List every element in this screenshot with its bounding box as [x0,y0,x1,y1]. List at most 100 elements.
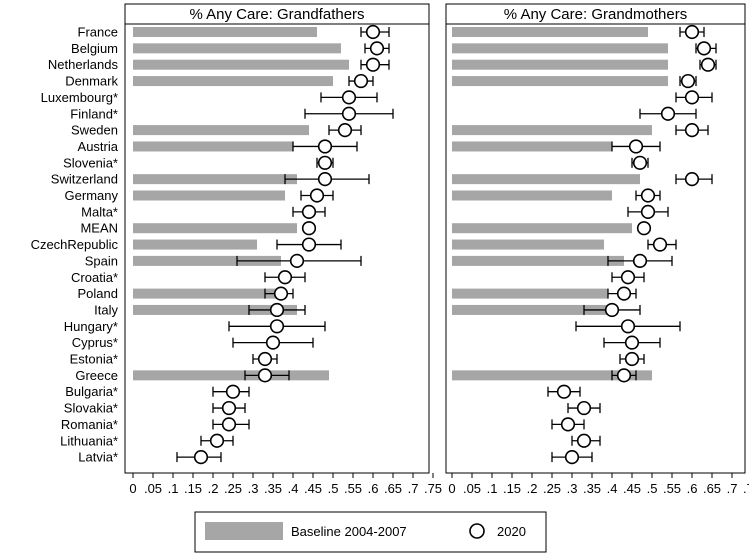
country-label: Switzerland [51,172,118,187]
country-label: Greece [75,368,118,383]
point-2020 [341,106,357,121]
baseline-bar [452,174,640,185]
point-2020 [624,335,640,350]
legend-marker-2020 [469,523,485,539]
baseline-bar [133,174,297,185]
x-tick-label: .05 [463,481,481,496]
x-tick-label: .5 [647,481,658,496]
point-2020 [616,368,632,383]
x-tick-label: .2 [208,481,219,496]
legend-label-2020: 2020 [497,524,526,539]
x-tick-label: .75 [743,481,749,496]
baseline-bar [133,43,341,54]
x-tick-label: .15 [503,481,521,496]
point-2020 [221,400,237,416]
point-2020 [684,123,700,138]
point-2020 [341,90,357,105]
baseline-bar [133,59,349,70]
baseline-bar [452,125,652,136]
country-label: Denmark [65,74,118,89]
x-tick-label: .4 [288,481,299,496]
baseline-bar [452,239,604,250]
point-2020 [273,286,289,301]
point-2020 [257,351,273,367]
country-label: Italy [94,302,118,317]
x-tick-label: .45 [623,481,641,496]
point-2020 [624,351,640,367]
point-2020 [317,155,333,170]
baseline-bar [133,255,281,266]
point-2020 [632,253,648,268]
point-2020 [632,155,648,170]
baseline-bar [452,370,652,381]
x-tick-label: .35 [264,481,282,496]
country-label: Austria [78,139,119,154]
x-tick-label: .7 [727,481,738,496]
legend-label-baseline: Baseline 2004-2007 [291,524,407,539]
point-2020 [257,368,273,383]
baseline-bar [133,370,329,381]
point-2020 [564,450,580,465]
country-label: Germany [65,188,119,203]
country-label: Bulgaria* [65,384,118,399]
point-2020 [209,433,225,448]
country-label: Slovenia* [63,155,118,170]
point-2020 [365,57,381,72]
baseline-bar [452,43,668,54]
x-tick-label: .55 [344,481,362,496]
x-tick-label: .1 [487,481,498,496]
baseline-bar [452,141,612,152]
x-tick-label: .5 [328,481,339,496]
point-2020 [265,335,281,350]
baseline-bar [133,239,257,250]
point-2020 [193,450,209,465]
x-tick-label: .1 [168,481,179,496]
point-2020 [576,433,592,448]
point-2020 [556,384,572,399]
baseline-bar [452,27,648,37]
x-tick-label: .65 [384,481,402,496]
point-2020 [560,417,576,432]
x-tick-label: .45 [304,481,322,496]
country-label: Belgium [71,41,118,56]
x-tick-label: .2 [527,481,538,496]
x-tick-label: .35 [583,481,601,496]
x-tick-label: 0 [129,481,136,496]
point-2020 [301,237,317,252]
country-label: Latvia* [78,450,118,465]
x-tick-label: .75 [424,481,442,496]
x-tick-label: .25 [224,481,242,496]
country-label: Romania* [61,417,118,432]
x-tick-label: .65 [703,481,721,496]
point-2020 [620,270,636,285]
baseline-bar [133,141,293,152]
point-2020 [700,57,716,72]
x-tick-label: .55 [663,481,681,496]
point-2020 [269,302,285,318]
baseline-bar [452,190,612,201]
x-tick-label: .4 [607,481,618,496]
point-2020 [277,270,293,285]
plot-frame [445,23,746,474]
point-2020 [680,73,696,89]
point-2020 [628,139,644,154]
point-2020 [317,139,333,154]
plot-frame [124,23,430,474]
point-2020 [369,41,385,56]
country-label: Malta* [81,204,118,219]
country-label: Luxembourg* [41,90,118,105]
point-2020 [640,204,656,219]
point-2020 [636,221,652,236]
baseline-bar [452,59,668,70]
point-2020 [269,319,285,334]
point-2020 [604,302,620,318]
x-tick-label: .3 [248,481,259,496]
point-2020 [225,384,241,399]
x-tick-label: .25 [543,481,561,496]
point-2020 [696,41,712,56]
country-label: Hungary* [64,319,118,334]
country-label: Poland [78,286,118,301]
point-2020 [353,73,369,89]
country-label: Netherlands [48,57,119,72]
